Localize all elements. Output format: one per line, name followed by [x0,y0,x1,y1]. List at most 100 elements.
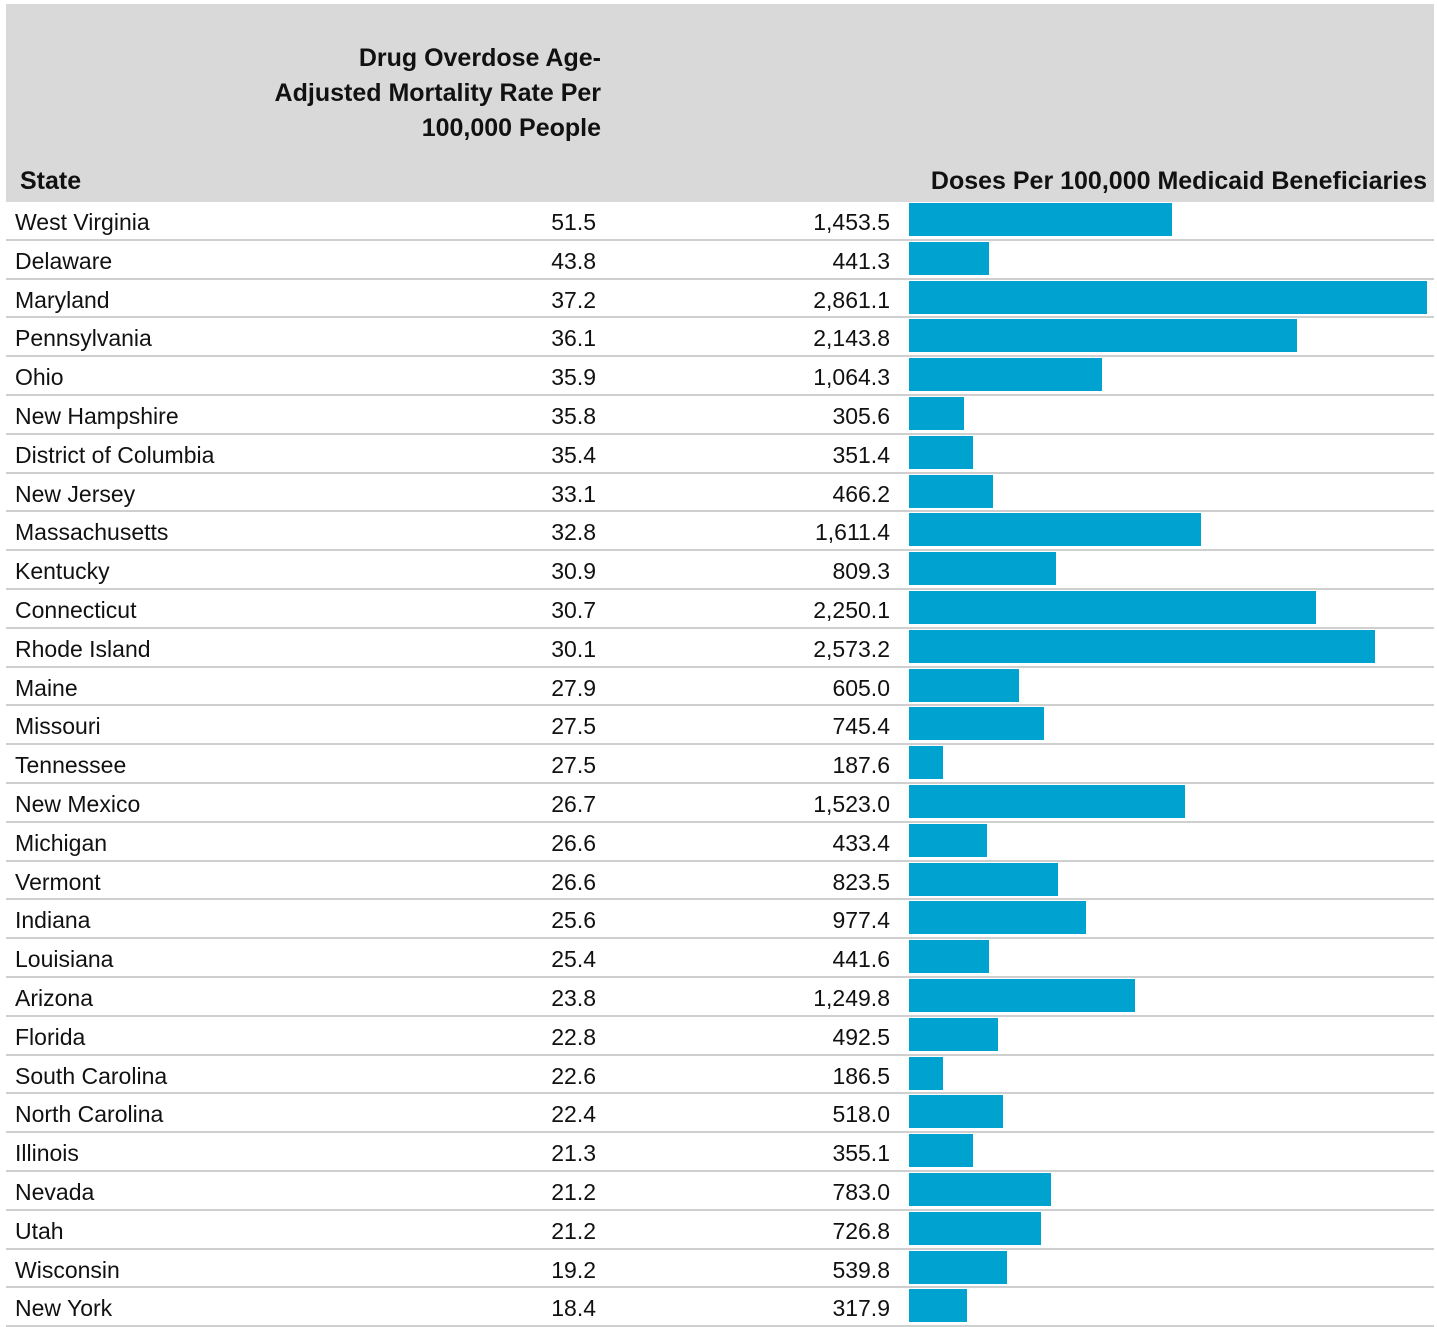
table-row: West Virginia 51.5 1,453.5 [6,202,1434,241]
doses-bar [909,707,1044,741]
mortality-rate-value: 26.6 [551,868,596,895]
table-row: North Carolina 22.4 518.0 [6,1094,1434,1134]
doses-bar [909,513,1201,547]
doses-value: 977.4 [832,907,890,934]
doses-value: 539.8 [832,1256,890,1283]
state-name: Maryland [15,286,110,313]
doses-value: 1,249.8 [813,985,890,1011]
state-name: Wisconsin [15,1256,120,1283]
mortality-rate-value: 35.8 [551,403,596,429]
doses-value: 1,453.5 [813,209,890,235]
doses-value: 1,611.4 [814,519,890,546]
table-row: South Carolina 22.6 186.5 [6,1056,1434,1095]
state-name: West Virginia [15,209,150,235]
doses-bar [909,591,1317,624]
state-name: Delaware [15,247,113,274]
doses-value: 518.0 [832,1101,890,1128]
doses-value: 187.6 [832,752,890,779]
doses-bar [909,1250,1007,1284]
mortality-rate-value: 33.1 [551,480,596,507]
doses-bar [909,358,1102,392]
mortality-rate-value: 25.6 [551,907,596,934]
doses-value: 2,573.2 [813,635,890,662]
state-name: Maine [15,674,78,701]
doses-value: 433.4 [832,829,890,856]
state-name: New York [15,1295,113,1322]
doses-value: 2,250.1 [813,597,890,623]
doses-value: 1,064.3 [813,364,890,391]
mortality-rate-value: 30.7 [551,597,596,623]
state-name: New Mexico [15,791,141,817]
doses-bar [909,862,1059,896]
doses-bar [909,979,1136,1012]
state-name: South Carolina [15,1062,168,1089]
state-name: Arizona [15,985,93,1011]
state-name: Missouri [15,713,101,740]
doses-value: 2,861.1 [813,286,890,313]
state-name: Utah [15,1217,64,1244]
state-name: Connecticut [15,597,137,623]
state-name: North Carolina [15,1101,164,1128]
doses-bar [909,668,1019,702]
doses-value: 317.9 [832,1295,890,1322]
table-row: New York 18.4 317.9 [6,1288,1434,1327]
table-row: Tennessee 27.5 187.6 [6,745,1434,784]
doses-bar [909,552,1056,586]
mortality-rate-value: 30.1 [551,635,596,662]
doses-bar [909,1095,1003,1129]
mortality-rate-value: 43.8 [551,247,596,274]
doses-bar [909,319,1298,353]
state-name: Tennessee [15,752,127,779]
doses-bar [909,1211,1041,1245]
table-row: Massachusetts 32.8 1,611.4 [6,512,1434,552]
doses-bar [909,746,943,780]
mortality-rate-value: 30.9 [551,558,596,585]
doses-value: 355.1 [832,1140,890,1167]
table-row: Illinois 21.3 355.1 [6,1133,1434,1172]
state-name: Pennsylvania [15,325,152,352]
table-row: Maryland 37.2 2,861.1 [6,280,1434,319]
doses-bar [909,1017,999,1051]
mortality-rate-value: 27.5 [551,752,596,779]
table-row: New Jersey 33.1 466.2 [6,474,1434,513]
doses-bar [909,823,988,857]
table-row: Kentucky 30.9 809.3 [6,551,1434,590]
table-row: Arizona 23.8 1,249.8 [6,978,1434,1017]
mortality-rate-value: 21.2 [551,1179,596,1205]
doses-value: 351.4 [832,441,890,468]
doses-value: 2,143.8 [813,325,890,352]
doses-bar [909,1056,943,1090]
state-name: District of Columbia [15,441,215,468]
doses-bar [909,435,973,469]
doses-bar [909,1134,974,1168]
column-header-doses: Doses Per 100,000 Medicaid Beneficiaries [930,167,1427,195]
mortality-rate-value: 27.9 [551,674,596,701]
state-name: Nevada [15,1179,95,1205]
table-row: Ohio 35.9 1,064.3 [6,357,1434,396]
doses-value: 441.6 [832,946,890,973]
doses-bar [909,280,1427,314]
table-row: New Hampshire 35.8 305.6 [6,396,1434,435]
mortality-rate-value: 26.7 [551,791,596,817]
doses-bar [909,785,1185,818]
mortality-rate-value: 37.2 [551,286,596,313]
doses-bar [909,1173,1051,1206]
state-name: Florida [15,1023,86,1050]
table-row: Florida 22.8 492.5 [6,1017,1434,1056]
doses-bar [909,474,994,508]
mortality-rate-value: 23.8 [551,985,596,1011]
mortality-rate-value: 21.2 [551,1217,596,1244]
table-row: Utah 21.2 726.8 [6,1211,1434,1250]
doses-value: 809.3 [832,558,890,585]
doses-bar [909,901,1086,935]
table-row: Missouri 27.5 745.4 [6,706,1434,746]
doses-bar [909,203,1173,236]
table-row: New Mexico 26.7 1,523.0 [6,784,1434,823]
table-row: Louisiana 25.4 441.6 [6,939,1434,978]
table-header: State Drug Overdose Age-Adjusted Mortali… [6,4,1434,202]
doses-value: 186.5 [832,1062,890,1089]
column-header-mortality-rate: Drug Overdose Age-Adjusted Mortality Rat… [274,44,601,142]
table-row: Nevada 21.2 783.0 [6,1172,1434,1211]
mortality-rate-value: 27.5 [551,713,596,740]
state-name: New Jersey [15,480,136,507]
